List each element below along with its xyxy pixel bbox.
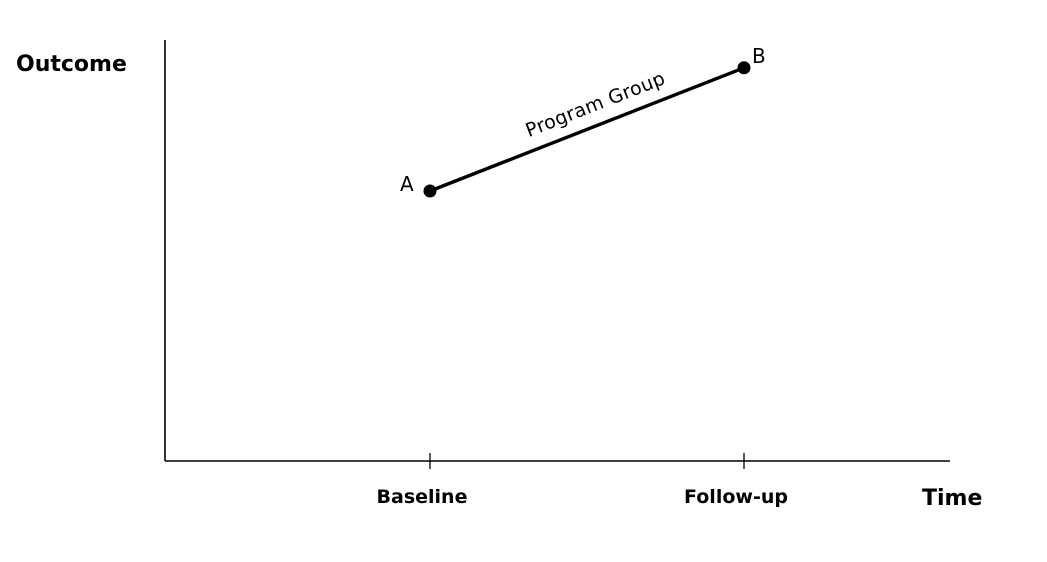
x-tick-label: Baseline [377,486,468,508]
y-axis-title: Outcome [16,52,127,77]
data-point [423,184,437,198]
data-point [737,61,751,75]
point-label: B [752,44,766,68]
point-label: A [400,172,414,196]
x-ticks: Baseline Follow-up [377,453,788,508]
x-tick-label: Follow-up [684,486,788,508]
series-line [428,66,746,193]
x-axis-title: Time [922,486,982,511]
axes [164,40,950,462]
